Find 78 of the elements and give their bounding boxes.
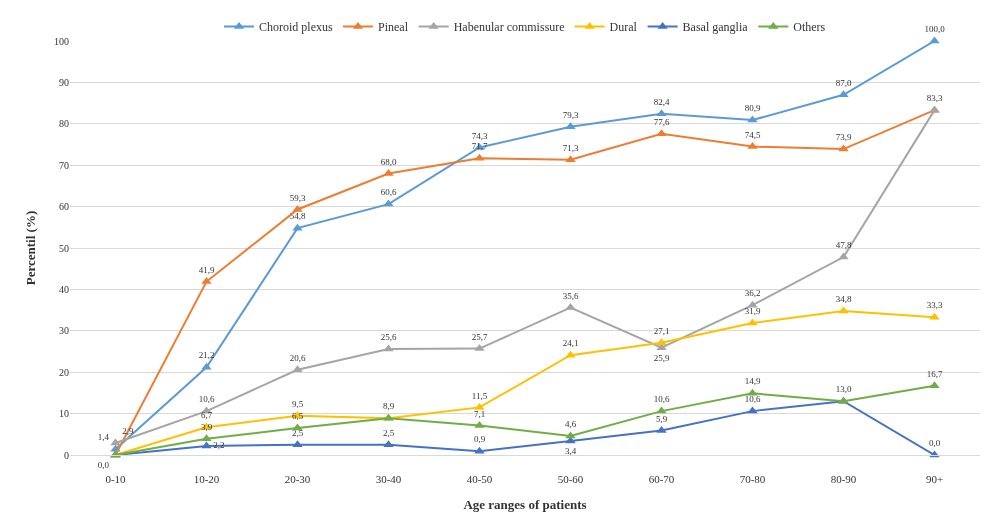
data-label: 11,5	[471, 390, 488, 401]
y-tick-label: 0	[64, 449, 69, 461]
x-tick-label: 90+	[925, 473, 944, 486]
data-label: 73,9	[835, 132, 852, 143]
legend-label: Habenular commissure	[453, 20, 565, 35]
data-label: 4,6	[564, 419, 577, 430]
data-label: 13,0	[835, 384, 852, 395]
data-label: 1,4	[97, 432, 110, 443]
y-axis-title: Percentil (%)	[22, 210, 38, 286]
data-label: 87,0	[835, 77, 852, 88]
x-tick-label: 60-70	[648, 473, 675, 486]
legend-label: Dural	[609, 20, 638, 35]
data-label: 31,9	[744, 306, 761, 317]
data-label: 8,9	[382, 401, 395, 412]
data-label: 74,3	[471, 130, 488, 141]
data-label: 6,7	[200, 410, 213, 421]
x-tick-label: 30-40	[375, 473, 402, 486]
x-tick-label: 10-20	[193, 473, 220, 486]
data-label: 34,8	[835, 294, 852, 305]
y-tick-label: 80	[59, 118, 69, 130]
y-tick-label: 70	[59, 159, 69, 171]
data-label: 33,3	[926, 300, 943, 311]
data-label: 16,7	[926, 368, 943, 379]
data-label: 79,3	[562, 109, 579, 120]
y-tick-label: 20	[59, 366, 69, 378]
data-label: 14,9	[744, 376, 761, 387]
data-label: 27,1	[653, 325, 670, 336]
data-label: 2,5	[291, 427, 304, 438]
x-tick-label: 70-80	[739, 473, 766, 486]
y-tick-label: 50	[59, 242, 69, 254]
data-label: 41,9	[198, 264, 215, 275]
data-label: 74,5	[744, 129, 761, 140]
data-label: 25,7	[471, 331, 488, 342]
data-label: 9,5	[291, 398, 304, 409]
data-label: 0,9	[473, 434, 486, 445]
data-label: 82,4	[653, 96, 670, 107]
data-label: 100,0	[924, 24, 946, 35]
x-tick-label: 80-90	[830, 473, 857, 486]
x-tick-label: 50-60	[557, 473, 584, 486]
data-label: 35,6	[562, 290, 579, 301]
data-label: 7,1	[473, 408, 486, 419]
data-label: 25,9	[653, 353, 670, 364]
y-tick-label: 100	[54, 35, 69, 47]
legend-label: Basal ganglia	[682, 20, 749, 35]
y-tick-label: 40	[59, 283, 69, 295]
data-label: 3,4	[564, 446, 577, 457]
data-label: 10,6	[744, 394, 761, 405]
legend-label: Choroid plexus	[259, 20, 333, 35]
data-label: 68,0	[380, 156, 397, 167]
y-tick-label: 90	[59, 76, 69, 88]
data-label: 59,3	[289, 192, 306, 203]
data-label: 77,6	[653, 116, 670, 127]
y-tick-label: 60	[59, 201, 69, 213]
data-label: 24,1	[562, 338, 579, 349]
data-label: 2,5	[382, 427, 395, 438]
data-label: 0,0	[97, 460, 110, 471]
data-label: 0,0	[928, 438, 941, 449]
data-label: 71,3	[562, 142, 579, 153]
data-label: 71,7	[471, 141, 488, 152]
data-label: 10,6	[653, 394, 670, 405]
x-axis-title: Age ranges of patients	[463, 496, 587, 512]
legend-label: Others	[793, 20, 826, 35]
data-label: 5,9	[655, 413, 668, 424]
legend-label: Pineal	[377, 20, 409, 35]
data-label: 83,3	[926, 93, 943, 104]
data-label: 80,9	[744, 103, 761, 114]
data-label: 36,2	[744, 288, 761, 299]
data-label: 20,6	[289, 352, 306, 363]
y-tick-label: 30	[59, 325, 69, 337]
x-tick-label: 20-30	[284, 473, 311, 486]
data-label: 60,6	[380, 187, 397, 198]
data-label: 47,8	[835, 240, 852, 251]
data-label: 21,2	[198, 350, 215, 361]
y-tick-label: 10	[59, 408, 69, 420]
data-label: 10,6	[198, 394, 215, 405]
data-label: 25,6	[380, 332, 397, 343]
x-tick-label: 40-50	[466, 473, 493, 486]
x-tick-label: 0-10	[105, 473, 127, 486]
